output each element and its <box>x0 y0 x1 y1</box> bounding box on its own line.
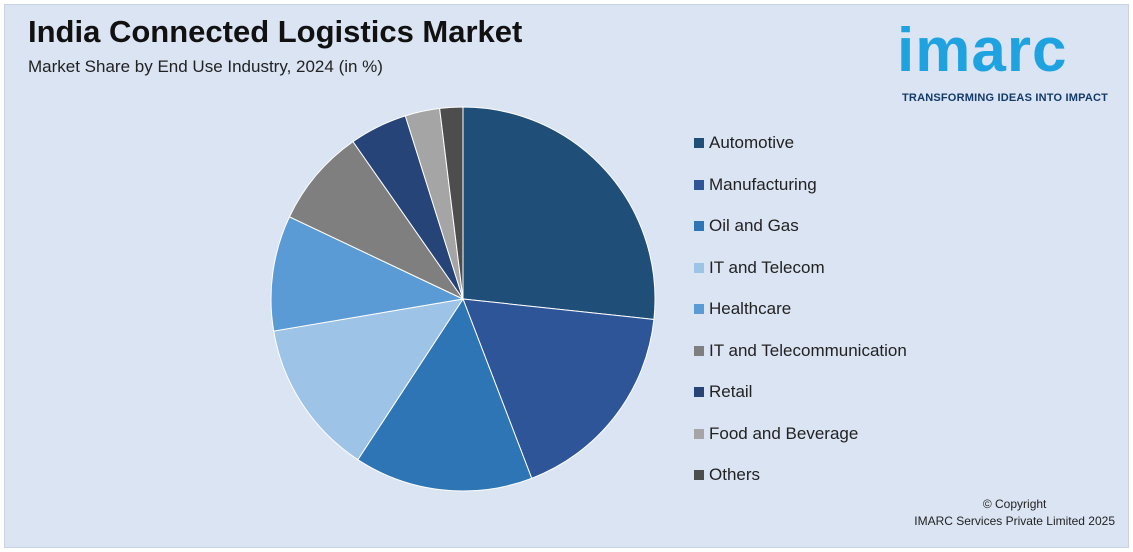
copyright-line-1: © Copyright <box>982 497 1047 511</box>
pie-slice-manufacturing <box>462 298 655 479</box>
legend-item: IT and Telecommunication <box>694 340 954 362</box>
legend-label: Manufacturing <box>709 174 817 194</box>
legend-swatch <box>694 345 704 356</box>
legend-label: Oil and Gas <box>709 216 799 235</box>
legend-item: Manufacturing <box>694 174 954 196</box>
legend-swatch <box>694 221 704 231</box>
pie-slice-healthcare <box>270 216 465 332</box>
legend-swatch <box>694 428 704 439</box>
logo-tagline: TRANSFORMING IDEAS INTO IMPACT <box>902 92 1109 104</box>
legend-item: Healthcare <box>694 298 954 320</box>
legend-label: Others <box>709 465 761 484</box>
legend-swatch <box>694 470 704 480</box>
legend-label: Healthcare <box>709 299 792 318</box>
legend-label: IT and Telecom <box>709 257 825 277</box>
legend-item: Oil and Gas <box>694 215 954 237</box>
legend-swatch <box>694 387 704 397</box>
legend-item: Food and Beverage <box>694 423 954 445</box>
legend-label: Food and Beverage <box>709 423 859 443</box>
pie-slice-it-and-telecom <box>273 298 465 461</box>
imarc-logo: imarc TRANSFORMING IDEAS INTO IMPACT <box>897 6 1117 106</box>
legend-item: Retail <box>694 381 954 403</box>
pie-slice-automotive <box>462 106 656 321</box>
legend-label: Automotive <box>709 133 795 152</box>
legend-swatch <box>694 138 704 148</box>
pie-slice-others <box>439 106 464 300</box>
legend-swatch <box>694 262 704 273</box>
logo-wordmark: imarc <box>897 16 1068 85</box>
copyright-notice: © Copyright IMARC Services Private Limit… <box>914 496 1115 530</box>
chart-subtitle: Market Share by End Use Industry, 2024 (… <box>28 57 383 76</box>
chart-title: India Connected Logistics Market <box>28 14 523 49</box>
legend-swatch <box>694 179 704 190</box>
legend-item: Others <box>694 464 954 486</box>
legend-item: Automotive <box>694 132 954 154</box>
legend-swatch <box>694 304 704 314</box>
legend-item: IT and Telecom <box>694 257 954 279</box>
pie-slice-oil-and-gas <box>357 297 533 492</box>
legend-label: Retail <box>709 382 753 401</box>
legend-label: IT and Telecommunication <box>709 340 907 360</box>
copyright-line-2: IMARC Services Private Limited 2025 <box>914 514 1115 528</box>
pie-slice-it-and-telecommunication <box>288 140 465 301</box>
